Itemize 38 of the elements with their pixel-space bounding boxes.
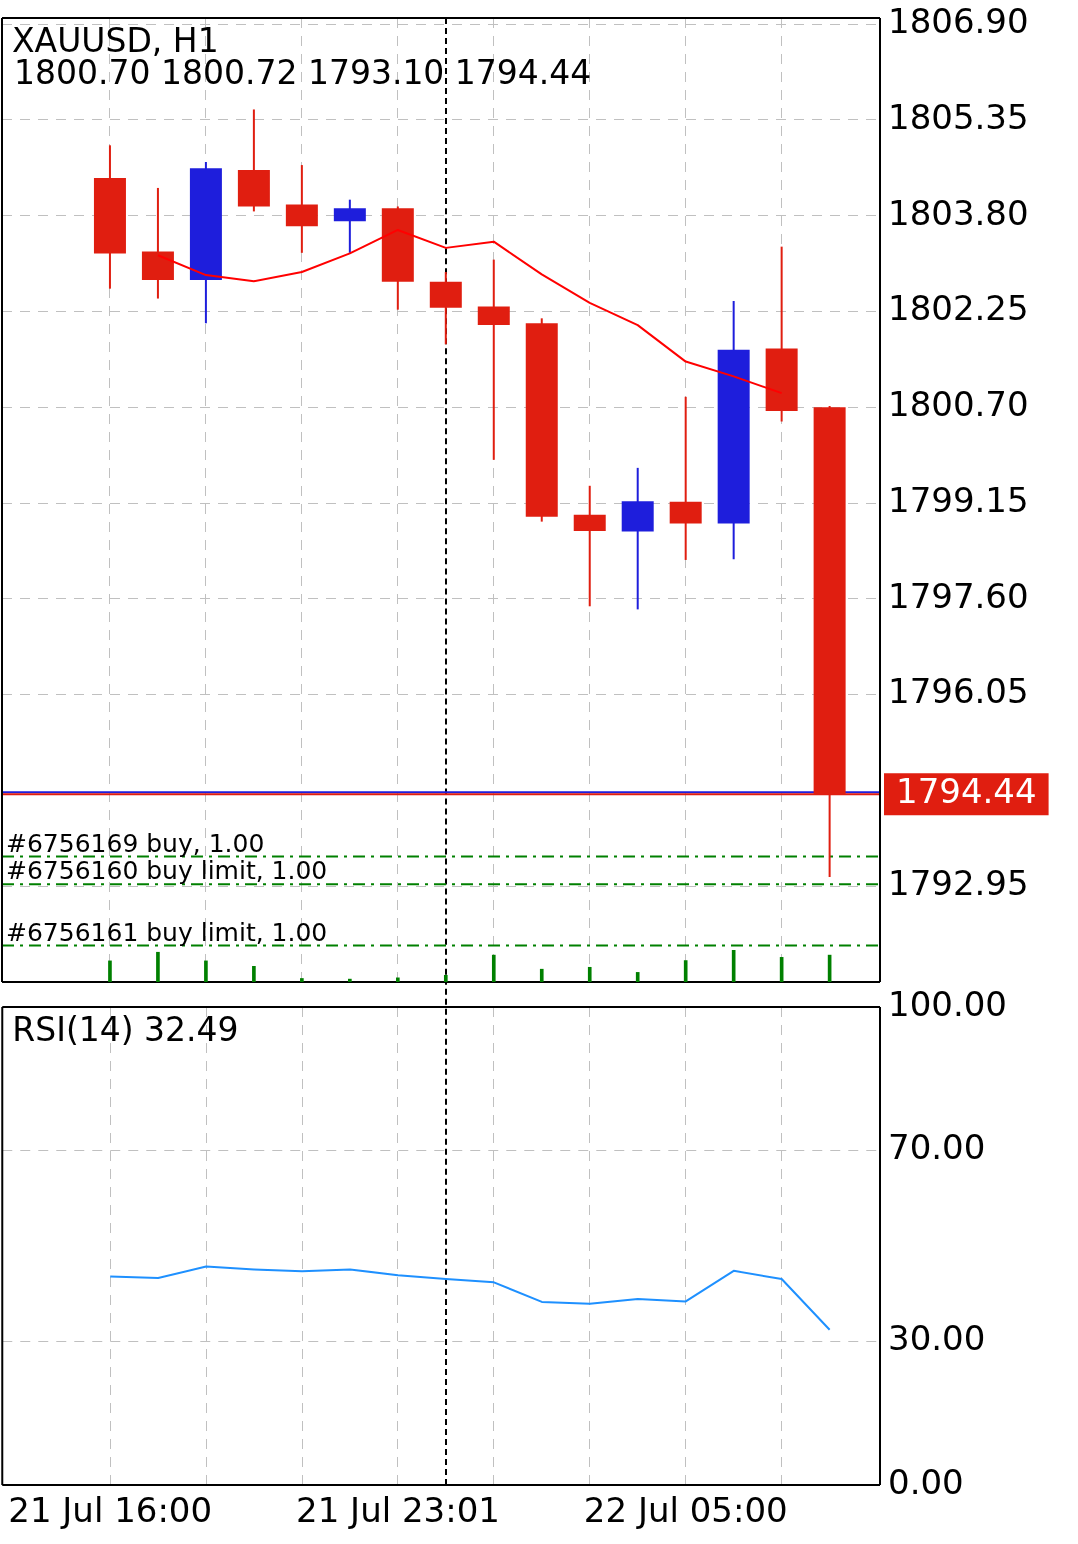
bar (635, 972, 640, 982)
bar (252, 965, 256, 982)
bar (300, 978, 304, 982)
bar (108, 960, 112, 982)
x-tick-label: 21 Jul 16:00 (8, 1490, 213, 1531)
y-tick-label: 1799.15 (888, 479, 1029, 520)
x-tick-label: 22 Jul 05:00 (583, 1490, 788, 1531)
y-tick-label: 1800.70 (888, 384, 1029, 425)
chart-title: RSI(14) 32.49 (12, 1010, 239, 1049)
ref-line-label: #6756160 buy limit, 1.00 (6, 856, 328, 886)
y-tick-label: 30.00 (888, 1318, 986, 1359)
y-tick-label: 1797.60 (888, 575, 1029, 616)
y-tick-label: 1792.95 (888, 863, 1029, 904)
chart-title: XAUUSD, H1 (12, 21, 219, 60)
ref-line-label: 1794.44 (896, 770, 1037, 811)
candlestick (669, 395, 702, 561)
candlestick (477, 258, 510, 461)
y-tick-label: 1802.25 (888, 288, 1029, 329)
y-tick-label: 0.00 (888, 1461, 964, 1502)
candlestick (573, 484, 606, 608)
bar (539, 968, 544, 982)
ref-line-label: #6756161 buy limit, 1.00 (6, 917, 328, 947)
ref-line-label: #6756169 buy, 1.00 (6, 828, 265, 858)
y-tick-label: 100.00 (888, 983, 1007, 1024)
y-tick-label: 70.00 (888, 1127, 986, 1168)
bar (156, 951, 160, 982)
bar (491, 954, 496, 982)
bar (348, 978, 352, 982)
bar (204, 960, 208, 982)
y-tick-label: 1803.80 (888, 192, 1029, 233)
y-tick-label: 1806.90 (888, 1, 1029, 42)
bar (587, 966, 592, 982)
y-tick-label: 1796.05 (888, 671, 1029, 712)
y-tick-label: 1805.35 (888, 96, 1029, 137)
bar (443, 974, 448, 982)
x-tick-label: 21 Jul 23:01 (296, 1490, 500, 1531)
bar (683, 960, 688, 982)
bar (395, 977, 400, 982)
